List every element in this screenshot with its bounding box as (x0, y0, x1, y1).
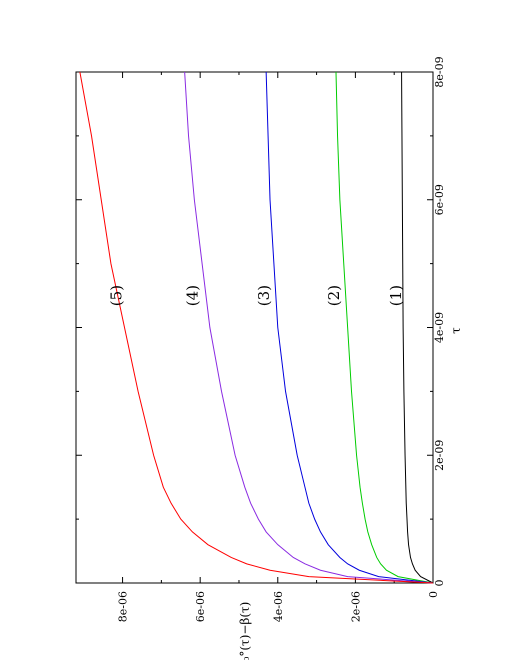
series-group (79, 71, 434, 584)
y-tick-label: 6e-06 (194, 591, 207, 622)
curve-label-4: (4) (183, 285, 201, 306)
series-line-1 (401, 71, 434, 584)
ticks-group: 0 2e-09 4e-09 6e-09 8e-09 0 2e-06 4e-06 6e-06 8e-… (76, 56, 446, 622)
series-line-2 (335, 71, 434, 584)
series-line-5 (79, 71, 434, 584)
curve-label-5: (5) (108, 285, 126, 306)
plot-frame (75, 71, 434, 584)
x-tick-label: 6e-09 (433, 184, 446, 215)
x-tick-label: 2e-09 (433, 440, 446, 471)
labels-group: τ β₀°(τ)−β(τ) (1) (2) (3) (4) (5) (108, 285, 463, 660)
curve-label-1: (1) (387, 285, 405, 306)
x-tick-label: 4e-09 (433, 312, 446, 343)
x-axis-title: τ (449, 327, 463, 334)
series-line-4 (184, 71, 434, 584)
curve-label-3: (3) (255, 285, 273, 306)
curve-label-2: (2) (325, 285, 343, 306)
y-tick-label: 4e-06 (272, 591, 285, 622)
x-tick-label: 8e-09 (433, 56, 446, 87)
y-tick-label: 2e-06 (349, 591, 362, 622)
y-axis-title: β₀°(τ)−β(τ) (238, 602, 252, 660)
series-line-3 (265, 71, 434, 584)
y-tick-label: 8e-06 (117, 591, 130, 622)
y-tick-label: 0 (427, 591, 440, 598)
x-tick-label: 0 (433, 580, 446, 587)
